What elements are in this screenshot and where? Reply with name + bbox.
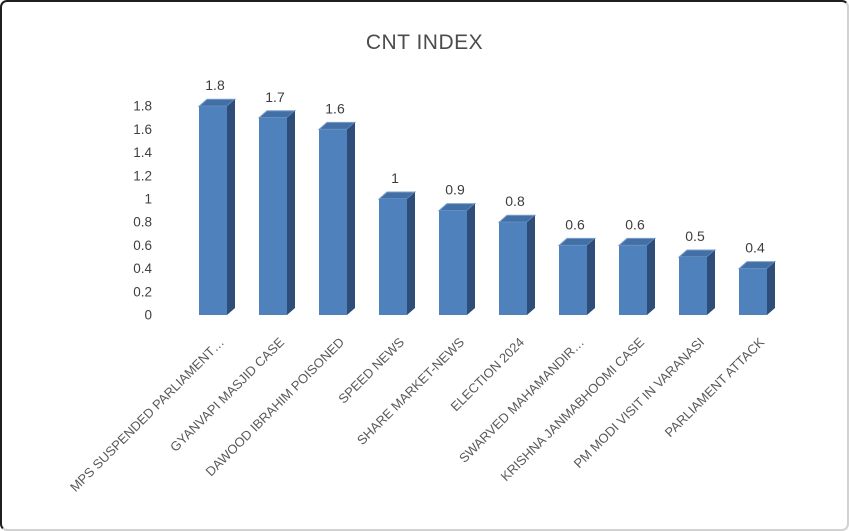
x-axis-category-label: GYANVAPI MASJID CASE (167, 334, 287, 454)
bar-data-label: 0.4 (745, 240, 765, 256)
bar-data-label: 1.8 (205, 77, 225, 93)
y-axis-tick-label: 1.4 (133, 145, 152, 160)
bar-front-face (259, 117, 287, 315)
x-axis-category-label: SWARVED MAHAMANDIR… (456, 335, 587, 466)
bar-front-face (379, 199, 407, 315)
bar-side-face (587, 238, 595, 315)
bar-front-face (559, 245, 587, 315)
x-axis-category-label: PM MODI VISIT IN VARANASI (571, 335, 707, 471)
y-axis-tick-label: 0.6 (133, 238, 152, 253)
x-axis-category-label: SHARE MARKET-NEWS (354, 334, 467, 447)
y-axis-tick-label: 1.8 (133, 99, 152, 114)
bar-data-label: 0.6 (625, 216, 645, 232)
bar-data-label: 1.6 (325, 100, 345, 116)
chart-title: CNT INDEX (365, 31, 484, 54)
y-axis-tick-label: 0 (144, 308, 152, 323)
bar-side-face (467, 203, 475, 315)
bar-data-label: 0.8 (505, 193, 525, 209)
bar-data-label: 1 (391, 170, 399, 186)
y-axis-tick-label: 0.4 (133, 261, 152, 276)
bar-side-face (707, 250, 715, 315)
bar-side-face (647, 238, 655, 315)
bar-front-face (319, 129, 347, 315)
y-axis-tick-label: 1.6 (133, 122, 152, 137)
bar-side-face (767, 261, 775, 315)
y-axis-tick-label: 0.8 (133, 215, 152, 230)
y-axis-tick-label: 0.2 (133, 284, 152, 299)
bar-front-face (199, 106, 227, 315)
bar-front-face (499, 222, 527, 315)
bar-side-face (407, 192, 415, 315)
y-axis-tick-label: 1 (144, 192, 152, 207)
x-axis-category-label: PARLIAMENT ATTACK (662, 334, 768, 440)
bar-front-face (439, 210, 467, 315)
bar-front-face (739, 268, 767, 315)
y-axis-tick-label: 1.2 (133, 168, 152, 183)
bar-side-face (527, 215, 535, 315)
bar-side-face (227, 99, 235, 315)
bar-side-face (347, 122, 355, 316)
bar-side-face (287, 110, 295, 315)
bar-front-face (679, 257, 707, 315)
bar-data-label: 0.6 (565, 216, 585, 232)
bar-front-face (619, 245, 647, 315)
bar-data-label: 0.5 (685, 228, 705, 244)
bar-data-label: 1.7 (265, 89, 285, 105)
bar-data-label: 0.9 (445, 182, 465, 198)
